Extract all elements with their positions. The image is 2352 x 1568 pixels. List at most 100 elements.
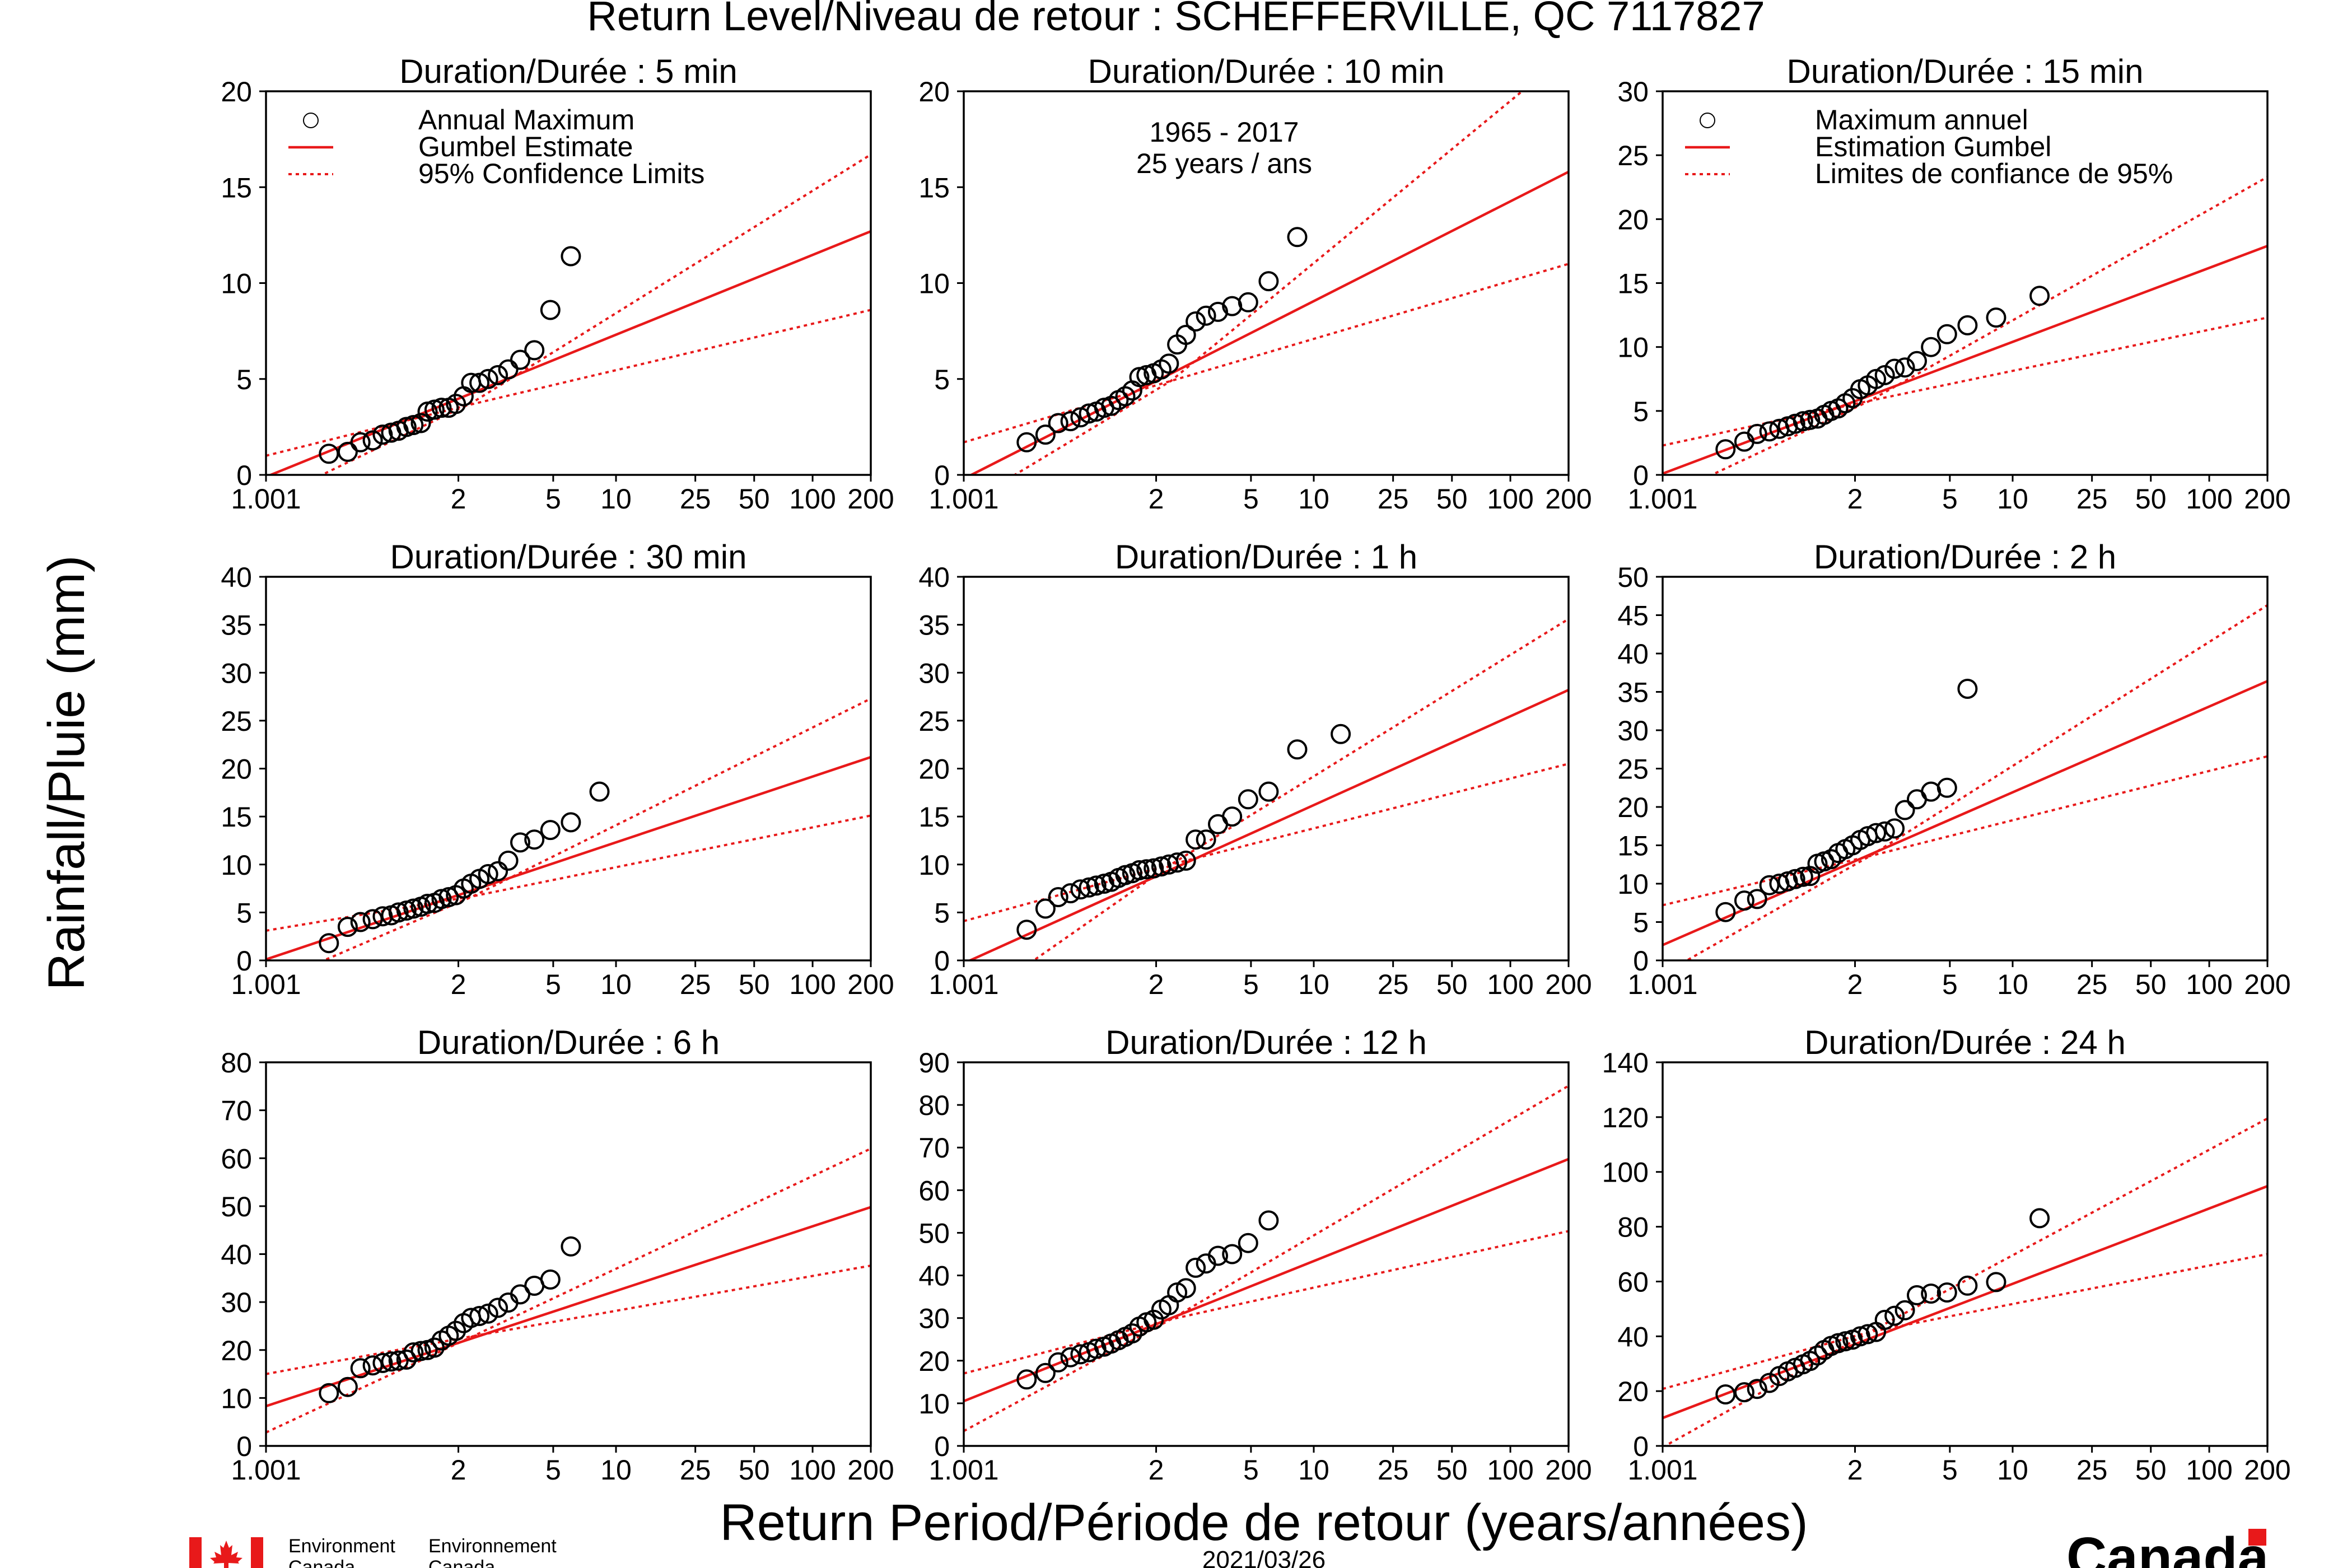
x-tick-label: 100 (789, 969, 836, 1000)
annual-maximum-point (1874, 821, 1895, 842)
y-tick-label: 90 (918, 1047, 950, 1079)
x-tick-label: 200 (2244, 483, 2290, 515)
annual-maximum-point (362, 1355, 383, 1376)
annual-maximum-point (1715, 902, 1736, 922)
annual-maximum-point (319, 933, 339, 954)
lower-confidence-limit (1663, 316, 2267, 447)
annual-maximum-point (1144, 858, 1164, 879)
annual-maximum-point (1894, 357, 1915, 378)
y-tick-label: 70 (221, 1095, 252, 1127)
annual-maximum-point (1287, 227, 1308, 248)
annual-maximum-point (1821, 849, 1841, 870)
y-tick-label: 45 (1617, 600, 1649, 632)
x-tick-label: 25 (1378, 969, 1409, 1000)
y-tick-label: 40 (918, 1261, 950, 1292)
legend-circle-icon (1700, 113, 1715, 128)
x-tick-label: 200 (1545, 969, 1592, 1000)
panel-title: Duration/Durée : 15 min (1787, 53, 2144, 90)
y-tick-label: 0 (934, 460, 950, 491)
plot-area (1663, 604, 2267, 960)
plot-area (964, 1085, 1569, 1432)
x-tick-label: 100 (2186, 1454, 2232, 1486)
y-tick-label: 30 (221, 1287, 252, 1318)
x-tick-label: 25 (2076, 1454, 2108, 1486)
annual-maximum-point (469, 372, 490, 393)
y-tick-label: 15 (1617, 830, 1649, 862)
annual-maximum-point (410, 1341, 431, 1361)
x-tick-label: 10 (600, 969, 632, 1000)
y-tick-label: 20 (221, 754, 252, 785)
x-tick-label: 200 (847, 1454, 894, 1486)
upper-confidence-limit (1684, 604, 2267, 960)
annual-maximum-point (1884, 358, 1905, 379)
y-tick-label: 50 (918, 1217, 950, 1249)
x-tick-label: 10 (1997, 969, 2028, 1000)
annual-maximum-point (1331, 724, 1351, 744)
annual-maximum-point (1196, 829, 1216, 850)
annual-maximum-point (1136, 859, 1157, 880)
annual-maximum-point (1785, 413, 1805, 434)
y-tick-label: 0 (934, 1431, 950, 1462)
y-tick-label: 5 (1633, 396, 1649, 427)
annual-maximum-point (1238, 789, 1258, 810)
gumbel-fit-line (1663, 680, 2267, 946)
y-tick-label: 0 (1633, 1431, 1649, 1462)
lower-confidence-limit (1663, 1253, 2267, 1390)
annual-maximum-point (1793, 411, 1813, 432)
y-tick-label: 140 (1602, 1047, 1649, 1079)
y-tick-label: 20 (1617, 1376, 1649, 1407)
canada-wordmark-logo: Canada (2066, 1526, 2270, 1568)
annual-maximum-point (403, 898, 424, 919)
y-tick-label: 100 (1602, 1157, 1649, 1188)
annual-maximum-point (1921, 337, 1942, 357)
annual-maximum-point (478, 864, 498, 884)
annual-maximum-point (396, 1349, 417, 1370)
annual-maximum-point (1759, 421, 1780, 442)
y-tick-label: 10 (918, 268, 950, 300)
x-tick-label: 50 (739, 969, 770, 1000)
annual-maximum-point (1035, 1362, 1056, 1383)
legend-ci-label: Limites de confiance de 95% (1815, 158, 2173, 189)
lower-confidence-limit (964, 762, 1569, 922)
annual-maximum-point (1129, 860, 1150, 880)
plot-area (964, 618, 1569, 960)
y-tick-label: 15 (221, 801, 252, 833)
y-tick-label: 80 (221, 1047, 252, 1079)
annual-maximum-point (1258, 1210, 1279, 1231)
annual-maximum-point (1957, 1275, 1978, 1296)
x-tick-label: 1.001 (928, 969, 998, 1000)
y-tick-label: 20 (918, 76, 950, 108)
y-tick-label: 60 (1617, 1266, 1649, 1298)
annual-maximum-point (1835, 1331, 1856, 1352)
y-tick-label: 15 (918, 172, 950, 203)
lower-confidence-limit (266, 814, 871, 932)
y-tick-label: 0 (236, 1431, 252, 1462)
annual-maximum-point (1715, 1384, 1736, 1404)
annual-maximum-point (424, 1337, 445, 1358)
x-tick-label: 50 (1436, 969, 1468, 1000)
y-tick-label: 30 (918, 1303, 950, 1334)
x-tick-label: 1.001 (1627, 1454, 1697, 1486)
y-tick-label: 0 (1633, 460, 1649, 491)
x-tick-label: 5 (1942, 969, 1958, 1000)
annual-maximum-point (1907, 351, 1927, 371)
x-tick-label: 200 (847, 483, 894, 515)
y-tick-label: 20 (1617, 204, 1649, 235)
legend-fit-label: Gumbel Estimate (418, 131, 633, 162)
annual-maximum-point (1894, 800, 1915, 820)
y-tick-label: 15 (918, 801, 950, 833)
lower-confidence-limit (964, 1230, 1569, 1375)
plot-frame (963, 1061, 1570, 1447)
annual-maximum-point (1035, 898, 1056, 919)
annual-maximum-point (498, 850, 519, 871)
annual-maximum-point (388, 902, 409, 923)
annual-maximum-point (540, 300, 561, 320)
panel-title: Duration/Durée : 5 min (399, 53, 738, 90)
y-tick-label: 35 (918, 610, 950, 641)
x-tick-label: 1.001 (231, 483, 301, 515)
y-tick-label: 5 (1633, 907, 1649, 939)
annual-maximum-point (1048, 887, 1068, 907)
annual-maximum-point (1734, 890, 1754, 911)
